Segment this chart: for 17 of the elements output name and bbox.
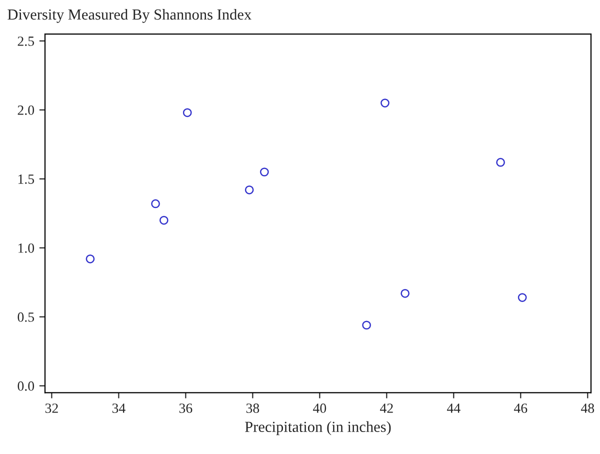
y-tick-label: 1.5 — [18, 174, 34, 184]
x-tick-label: 38 — [246, 404, 260, 413]
y-tick-label: 2.0 — [18, 106, 34, 115]
x-tick-label: 48 — [580, 404, 594, 413]
y-tick-label: 1.0 — [18, 243, 34, 253]
x-tick-label: 36 — [179, 404, 192, 413]
x-tick-label: 42 — [380, 404, 393, 413]
y-tick-label: 2.5 — [18, 36, 34, 46]
x-tick-label: 44 — [446, 404, 460, 413]
chart-title: Diversity Measured By Shannons Index — [8, 8, 252, 23]
y-tick-label: 0.5 — [18, 312, 34, 322]
x-tick-label: 32 — [45, 404, 58, 413]
x-tick-label: 40 — [313, 404, 326, 413]
x-tick-label: 34 — [112, 404, 126, 413]
x-axis-title: Precipitation (in inches) — [245, 421, 391, 436]
x-tick-label: 46 — [514, 404, 528, 413]
y-tick-label: 0.0 — [18, 381, 34, 391]
